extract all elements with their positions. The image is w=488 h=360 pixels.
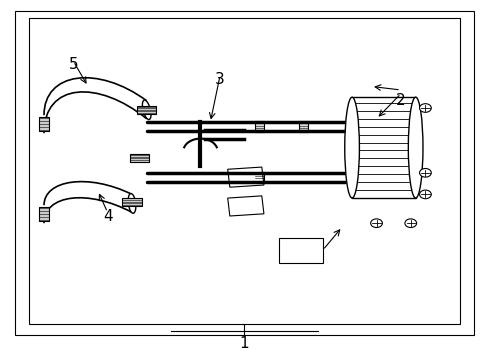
Ellipse shape: [142, 100, 151, 120]
Ellipse shape: [40, 209, 47, 220]
Bar: [137, 106, 156, 114]
Circle shape: [419, 104, 430, 112]
Bar: [351, 97, 415, 198]
Circle shape: [404, 219, 416, 228]
Circle shape: [419, 190, 430, 199]
Text: 4: 4: [102, 208, 112, 224]
Bar: [298, 121, 307, 132]
Bar: [227, 167, 264, 187]
Bar: [254, 172, 263, 183]
Bar: [39, 117, 49, 131]
Circle shape: [419, 168, 430, 177]
Bar: [278, 238, 322, 263]
Ellipse shape: [344, 97, 359, 198]
Bar: [39, 207, 49, 221]
Ellipse shape: [128, 194, 136, 213]
Text: 2: 2: [395, 93, 405, 108]
Circle shape: [370, 219, 382, 228]
Bar: [122, 198, 142, 206]
Ellipse shape: [40, 119, 47, 130]
Ellipse shape: [407, 97, 422, 198]
Text: 5: 5: [68, 57, 78, 72]
Bar: [129, 154, 149, 162]
Text: 1: 1: [239, 336, 249, 351]
Bar: [227, 196, 264, 216]
Text: 3: 3: [215, 72, 224, 87]
Bar: [254, 121, 263, 132]
